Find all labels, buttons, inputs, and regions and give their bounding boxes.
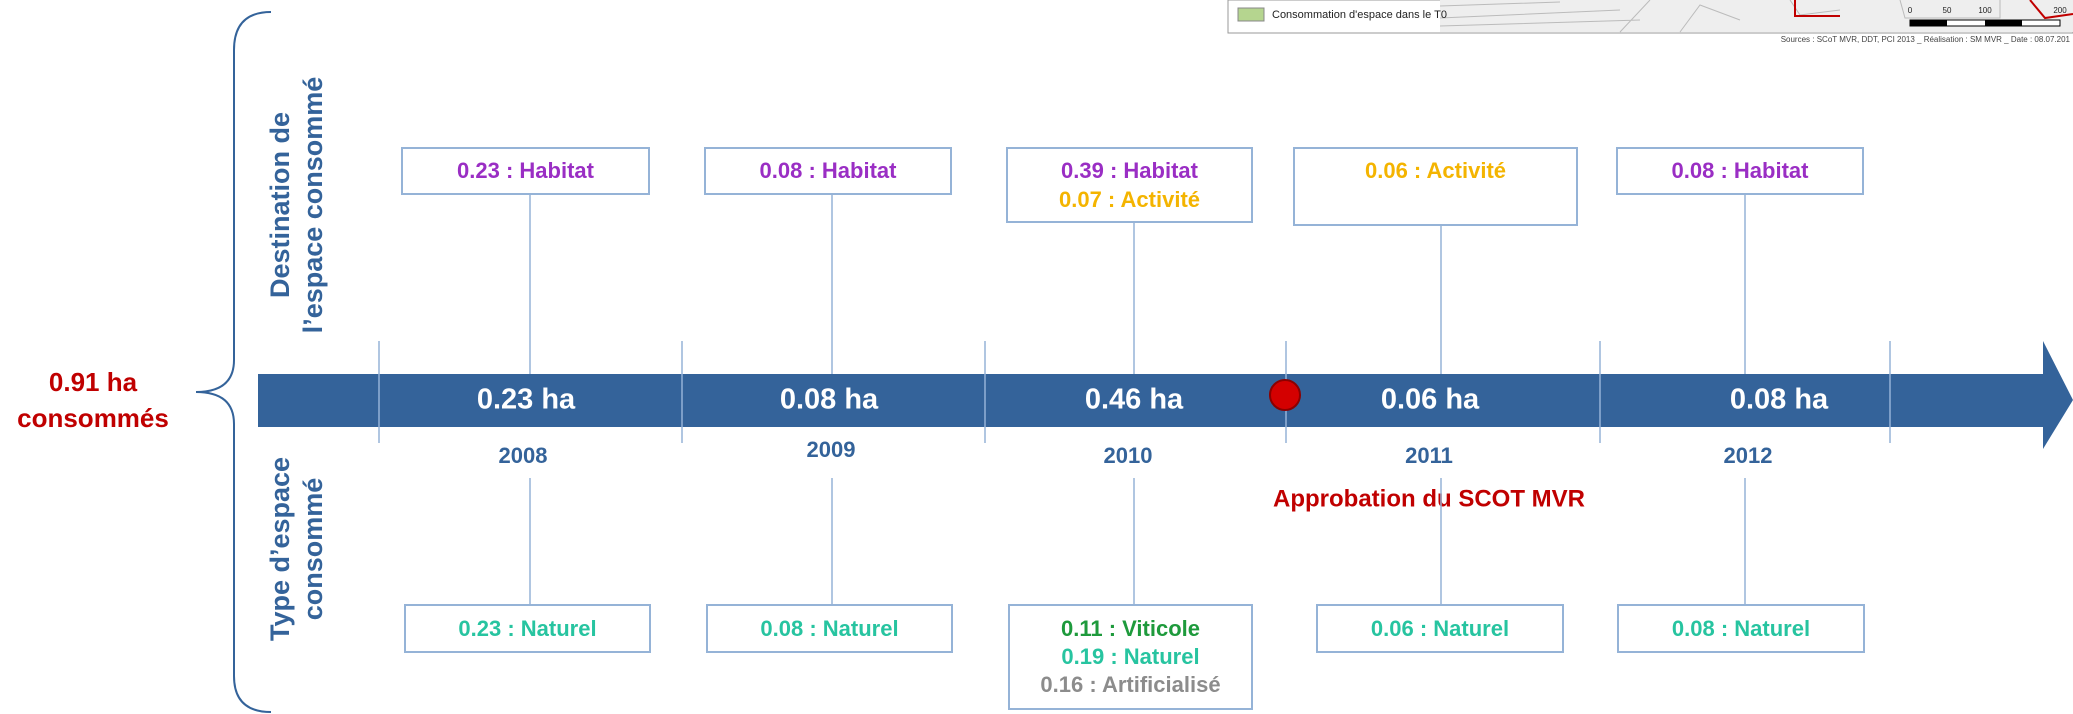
year-label: 2009 (807, 437, 856, 462)
year-bg (1397, 443, 1461, 471)
destination-box (1293, 147, 1578, 226)
scale-bar-segment (1910, 20, 1947, 26)
year-label: 2008 (499, 443, 548, 468)
destination-entry: 0.07 : Activité (1059, 187, 1200, 212)
year-bg (491, 443, 555, 471)
type-entry: 0.08 : Naturel (1672, 616, 1810, 641)
type-box (706, 604, 953, 653)
destination-box (1616, 147, 1864, 195)
milestone-dot (1269, 379, 1301, 411)
destination-box (1006, 147, 1253, 223)
type-box (1316, 604, 1564, 653)
side-label: Destination de (265, 112, 295, 298)
type-box (404, 604, 651, 653)
map-sources: Sources : SCoT MVR, DDT, PCI 2013 _ Réal… (1781, 35, 2071, 44)
year-label: 2011 (1405, 443, 1453, 468)
year-label: 2012 (1724, 443, 1773, 468)
map-lines (1439, 0, 2001, 33)
scale-label: 50 (1943, 6, 1952, 15)
type-entry: 0.23 : Naturel (458, 616, 596, 641)
area-label: 0.06 ha (1381, 384, 1480, 416)
side-label: Type d’espace (265, 457, 295, 641)
area-label: 0.08 ha (780, 384, 879, 416)
milestone-label: Approbation du SCOT MVR (1273, 485, 1585, 512)
scale-label: 0 (1908, 6, 1913, 15)
timeline-arrow (258, 341, 2073, 449)
area-label: 0.08 ha (1730, 384, 1829, 416)
destination-entry: 0.23 : Habitat (457, 158, 595, 183)
map-boundary (1794, 0, 2073, 20)
destination-box (401, 147, 650, 195)
type-box (1617, 604, 1865, 653)
legend-swatch (1237, 7, 1265, 22)
side-label: l’espace consommé (298, 77, 328, 334)
scale-label: 200 (2053, 6, 2067, 15)
year-bg (1716, 443, 1780, 471)
map-fragment (1440, 0, 2073, 32)
type-entry: 0.19 : Naturel (1061, 644, 1199, 669)
destination-entry: 0.08 : Habitat (1672, 158, 1810, 183)
brace (195, 11, 272, 713)
type-entry: 0.16 : Artificialisé (1040, 672, 1220, 697)
side-label: consommé (298, 478, 328, 621)
type-entry: 0.06 : Naturel (1371, 616, 1509, 641)
scale-label: 100 (1978, 6, 1992, 15)
legend-item: Consommation d'espace dans le T0 (1272, 9, 1447, 21)
destination-box (704, 147, 952, 195)
type-box (1008, 604, 1253, 710)
destination-entry: 0.08 : Habitat (760, 158, 898, 183)
year-label: 2010 (1104, 443, 1153, 468)
destination-entry: 0.06 : Activité (1365, 158, 1506, 183)
year-bg (799, 437, 863, 465)
scale-bar-segment (1985, 20, 2022, 26)
type-entry: 0.11 : Viticole (1061, 616, 1200, 641)
area-label: 0.23 ha (477, 384, 576, 416)
total-label: consommés (17, 403, 169, 433)
year-bg (1096, 443, 1160, 471)
total-label: 0.91 ha (49, 367, 138, 397)
destination-entry: 0.39 : Habitat (1061, 158, 1199, 183)
area-label: 0.46 ha (1085, 384, 1184, 416)
type-entry: 0.08 : Naturel (760, 616, 898, 641)
